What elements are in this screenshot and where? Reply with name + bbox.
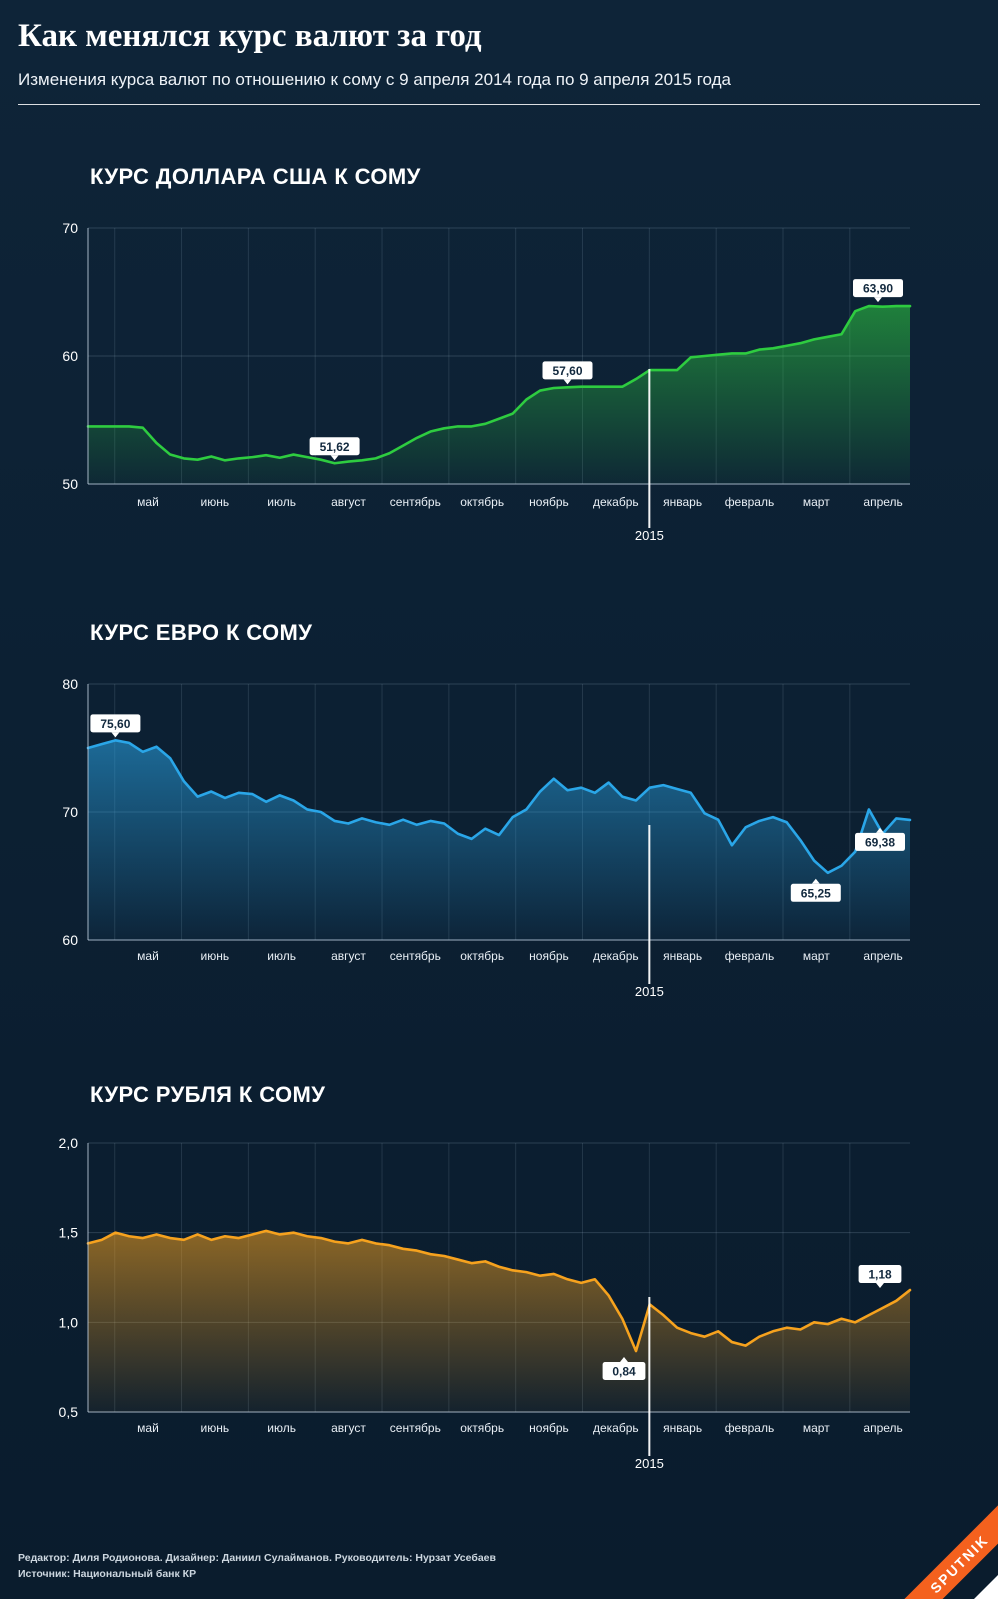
svg-text:0,5: 0,5 <box>59 1404 79 1420</box>
svg-text:декабрь: декабрь <box>593 495 639 509</box>
svg-text:февраль: февраль <box>725 495 775 509</box>
svg-text:2,0: 2,0 <box>59 1135 79 1151</box>
svg-text:63,90: 63,90 <box>863 282 893 296</box>
svg-text:март: март <box>803 949 830 963</box>
svg-text:ноябрь: ноябрь <box>529 1421 569 1435</box>
svg-text:август: август <box>331 1421 366 1435</box>
chart-title-usd: КУРС ДОЛЛАРА США К СОМУ <box>90 164 421 189</box>
header-divider <box>18 104 980 105</box>
svg-text:0,84: 0,84 <box>612 1365 636 1379</box>
svg-text:65,25: 65,25 <box>801 886 831 900</box>
svg-text:октябрь: октябрь <box>460 949 504 963</box>
svg-text:июль: июль <box>267 1421 296 1435</box>
svg-text:1,0: 1,0 <box>59 1314 79 1330</box>
svg-text:июль: июль <box>267 949 296 963</box>
svg-text:1,18: 1,18 <box>868 1268 892 1282</box>
svg-text:июнь: июнь <box>201 1421 230 1435</box>
svg-text:август: август <box>331 495 366 509</box>
svg-text:май: май <box>137 495 159 509</box>
svg-text:70: 70 <box>62 804 78 820</box>
page-subtitle: Изменения курса валют по отношению к сом… <box>18 70 731 89</box>
page-title: Как менялся курс валют за год <box>18 18 482 54</box>
sputnik-logo: SPUTNIK <box>888 1489 998 1599</box>
svg-text:февраль: февраль <box>725 1421 775 1435</box>
sputnik-logo-triangle-icon <box>974 1575 998 1599</box>
svg-text:июнь: июнь <box>201 495 230 509</box>
svg-text:октябрь: октябрь <box>460 1421 504 1435</box>
chart-title-eur: КУРС ЕВРО К СОМУ <box>90 620 313 645</box>
svg-text:51,62: 51,62 <box>320 440 350 454</box>
svg-text:сентябрь: сентябрь <box>390 949 441 963</box>
rub-to-som-chart: 2,0 1,5 1,0 0,5 2015 май июнь июль август сентябр… <box>59 1135 912 1471</box>
svg-text:май: май <box>137 1421 159 1435</box>
svg-text:октябрь: октябрь <box>460 495 504 509</box>
svg-text:60: 60 <box>62 348 78 364</box>
svg-text:апрель: апрель <box>863 495 902 509</box>
svg-text:50: 50 <box>62 476 78 492</box>
svg-text:февраль: февраль <box>725 949 775 963</box>
svg-text:апрель: апрель <box>863 949 902 963</box>
svg-text:2015: 2015 <box>635 528 664 543</box>
svg-text:1,5: 1,5 <box>59 1225 79 1241</box>
usd-to-som-chart: 70 60 50 2015 май июнь июль август сентябрь октяб… <box>62 220 912 543</box>
svg-text:ноябрь: ноябрь <box>529 949 569 963</box>
svg-text:август: август <box>331 949 366 963</box>
svg-text:2015: 2015 <box>635 984 664 999</box>
svg-text:декабрь: декабрь <box>593 949 639 963</box>
svg-text:июнь: июнь <box>201 949 230 963</box>
svg-text:январь: январь <box>663 495 702 509</box>
svg-text:март: март <box>803 1421 830 1435</box>
svg-text:январь: январь <box>663 949 702 963</box>
svg-text:март: март <box>803 495 830 509</box>
svg-text:июль: июль <box>267 495 296 509</box>
eur-to-som-chart: 80 70 60 2015 май июнь июль август сентябрь октяб… <box>62 676 912 999</box>
svg-text:75,60: 75,60 <box>100 717 130 731</box>
svg-text:57,60: 57,60 <box>552 364 582 378</box>
svg-text:70: 70 <box>62 220 78 236</box>
chart-title-rub: КУРС РУБЛЯ К СОМУ <box>90 1082 326 1107</box>
source-line: Источник: Национальный банк КР <box>18 1568 197 1580</box>
svg-text:сентябрь: сентябрь <box>390 1421 441 1435</box>
svg-text:сентябрь: сентябрь <box>390 495 441 509</box>
svg-text:май: май <box>137 949 159 963</box>
svg-text:ноябрь: ноябрь <box>529 495 569 509</box>
svg-text:80: 80 <box>62 676 78 692</box>
svg-text:60: 60 <box>62 932 78 948</box>
svg-text:декабрь: декабрь <box>593 1421 639 1435</box>
credits-line: Редактор: Диля Родионова. Дизайнер: Дани… <box>18 1552 496 1564</box>
svg-text:69,38: 69,38 <box>865 835 895 849</box>
svg-text:апрель: апрель <box>863 1421 902 1435</box>
svg-text:январь: январь <box>663 1421 702 1435</box>
svg-text:2015: 2015 <box>635 1456 664 1471</box>
